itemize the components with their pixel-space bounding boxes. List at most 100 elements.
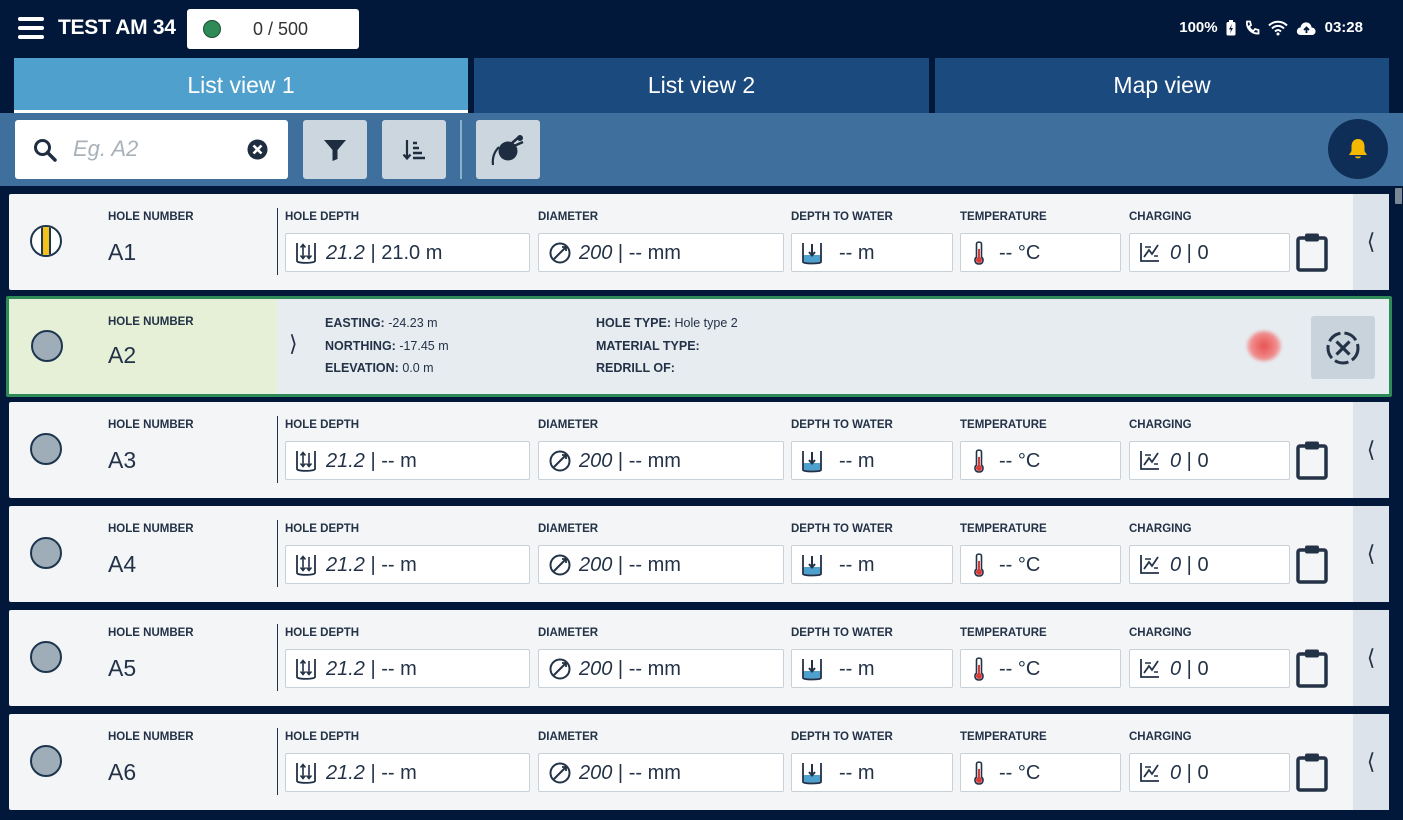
- hole-depth-field[interactable]: 21.2 | -- m: [285, 545, 530, 584]
- table-row-selected[interactable]: HOLE NUMBER A2 ⟩ EASTING: -24.23 m NORTH…: [6, 296, 1392, 397]
- expand-row-button[interactable]: ⟨: [1353, 194, 1389, 290]
- thermometer-icon: [974, 449, 984, 473]
- hole-number: A6: [108, 759, 137, 785]
- diameter-field[interactable]: 200 | -- mm: [538, 545, 784, 584]
- depth-planned: 21.2: [326, 658, 365, 680]
- tab-list-view-1[interactable]: List view 1: [14, 58, 468, 113]
- top-bar: TEST AM 34 0 / 500 100% 03:28: [0, 0, 1403, 58]
- tab-list-view-2[interactable]: List view 2: [474, 58, 929, 113]
- expand-row-button[interactable]: ⟨: [1353, 714, 1389, 810]
- clipboard-icon[interactable]: [1296, 232, 1328, 272]
- divider: [277, 624, 278, 691]
- collapse-details-button[interactable]: ⟩: [289, 331, 298, 356]
- table-row[interactable]: HOLE NUMBER A1 HOLE DEPTH 21.2 | 21.0 m …: [9, 194, 1389, 290]
- drill-icon: [491, 134, 524, 165]
- charging-field[interactable]: 0 | 0: [1129, 753, 1290, 792]
- water-field[interactable]: -- m: [791, 649, 953, 688]
- clipboard-icon[interactable]: [1296, 752, 1328, 792]
- table-row[interactable]: HOLE NUMBER A3 HOLE DEPTH 21.2 | -- m DI…: [9, 402, 1389, 498]
- filter-button[interactable]: [303, 120, 367, 179]
- water-field[interactable]: -- m: [791, 233, 953, 272]
- diameter-planned: 200: [579, 450, 613, 472]
- toolbar: [0, 113, 1403, 186]
- charging-icon: [1140, 763, 1159, 782]
- charging-a: 0: [1170, 242, 1182, 264]
- hole-depth-field[interactable]: 21.2 | -- m: [285, 441, 530, 480]
- water-value: -- m: [839, 450, 875, 472]
- temperature-field[interactable]: -- °C: [960, 233, 1121, 272]
- temperature-value: -- °C: [999, 554, 1041, 576]
- temperature-field[interactable]: -- °C: [960, 753, 1121, 792]
- northing: NORTHING: -17.45 m: [325, 339, 449, 353]
- temperature-field[interactable]: -- °C: [960, 441, 1121, 480]
- status-dot-icon: [203, 20, 221, 38]
- charging-field[interactable]: 0 | 0: [1129, 233, 1290, 272]
- tab-map-view[interactable]: Map view: [935, 58, 1389, 113]
- hole-depth-field[interactable]: 21.2 | -- m: [285, 753, 530, 792]
- cloud-upload-icon: [1296, 21, 1316, 35]
- thermometer-icon: [974, 553, 984, 577]
- charging-b: 0: [1197, 554, 1209, 576]
- diameter-field[interactable]: 200 | -- mm: [538, 753, 784, 792]
- menu-icon[interactable]: [18, 17, 44, 39]
- table-row[interactable]: HOLE NUMBER A6 HOLE DEPTH 21.2 | -- m DI…: [9, 714, 1389, 810]
- thermometer-icon: [974, 657, 984, 681]
- charging-icon: [1140, 659, 1159, 678]
- diameter-field[interactable]: 200 | -- mm: [538, 441, 784, 480]
- scrollbar-thumb[interactable]: [1395, 188, 1402, 204]
- hole-depth-label: HOLE DEPTH: [285, 523, 360, 535]
- filter-icon: [324, 139, 346, 161]
- table-row[interactable]: HOLE NUMBER A5 HOLE DEPTH 21.2 | -- m DI…: [9, 610, 1389, 706]
- temperature-value: -- °C: [999, 450, 1041, 472]
- battery-charging-icon: [1226, 19, 1236, 35]
- expand-row-button[interactable]: ⟨: [1353, 506, 1389, 602]
- drill-button[interactable]: [476, 120, 540, 179]
- clipboard-icon[interactable]: [1296, 648, 1328, 688]
- table-row[interactable]: HOLE NUMBER A4 HOLE DEPTH 21.2 | -- m DI…: [9, 506, 1389, 602]
- hole-depth-label: HOLE DEPTH: [285, 211, 360, 223]
- diameter-field[interactable]: 200 | -- mm: [538, 233, 784, 272]
- charging-a: 0: [1170, 450, 1182, 472]
- water-field[interactable]: -- m: [791, 545, 953, 584]
- hole-number-label: HOLE NUMBER: [108, 316, 194, 328]
- water-depth-icon: [802, 659, 822, 681]
- temperature-field[interactable]: -- °C: [960, 649, 1121, 688]
- charging-field[interactable]: 0 | 0: [1129, 441, 1290, 480]
- hole-list[interactable]: HOLE NUMBER A1 HOLE DEPTH 21.2 | 21.0 m …: [0, 186, 1403, 820]
- expand-row-button[interactable]: ⟨: [1353, 610, 1389, 706]
- temperature-value: -- °C: [999, 658, 1041, 680]
- diameter-planned: 200: [579, 554, 613, 576]
- temperature-label: TEMPERATURE: [960, 627, 1047, 639]
- clipboard-icon[interactable]: [1296, 544, 1328, 584]
- cancel-button[interactable]: [1311, 316, 1375, 379]
- depth-actual: 21.0 m: [381, 242, 443, 264]
- charging-field[interactable]: 0 | 0: [1129, 545, 1290, 584]
- water-field[interactable]: -- m: [791, 441, 953, 480]
- hole-depth-icon: [296, 555, 316, 576]
- depth-planned: 21.2: [326, 762, 365, 784]
- call-icon: [1245, 20, 1260, 34]
- hole-depth-field[interactable]: 21.2 | -- m: [285, 649, 530, 688]
- progress-counter: 0 / 500: [187, 9, 359, 49]
- clear-icon[interactable]: [247, 139, 268, 160]
- diameter-label: DIAMETER: [538, 627, 599, 639]
- clipboard-icon[interactable]: [1296, 440, 1328, 480]
- expand-row-button[interactable]: ⟨: [1353, 402, 1389, 498]
- hole-number-label: HOLE NUMBER: [108, 419, 194, 431]
- search-input[interactable]: [73, 132, 243, 166]
- sort-button[interactable]: [382, 120, 446, 179]
- temperature-label: TEMPERATURE: [960, 523, 1047, 535]
- charging-field[interactable]: 0 | 0: [1129, 649, 1290, 688]
- hole-status-icon: [30, 745, 62, 777]
- water-field[interactable]: -- m: [791, 753, 953, 792]
- temperature-field[interactable]: -- °C: [960, 545, 1121, 584]
- hole-depth-field[interactable]: 21.2 | 21.0 m: [285, 233, 530, 272]
- notifications-button[interactable]: [1328, 119, 1388, 179]
- water-depth-icon: [802, 451, 822, 473]
- charging-b: 0: [1197, 762, 1209, 784]
- scrollbar[interactable]: [1394, 186, 1403, 820]
- hole-depth-label: HOLE DEPTH: [285, 731, 360, 743]
- charging-b: 0: [1197, 242, 1209, 264]
- diameter-label: DIAMETER: [538, 523, 599, 535]
- diameter-field[interactable]: 200 | -- mm: [538, 649, 784, 688]
